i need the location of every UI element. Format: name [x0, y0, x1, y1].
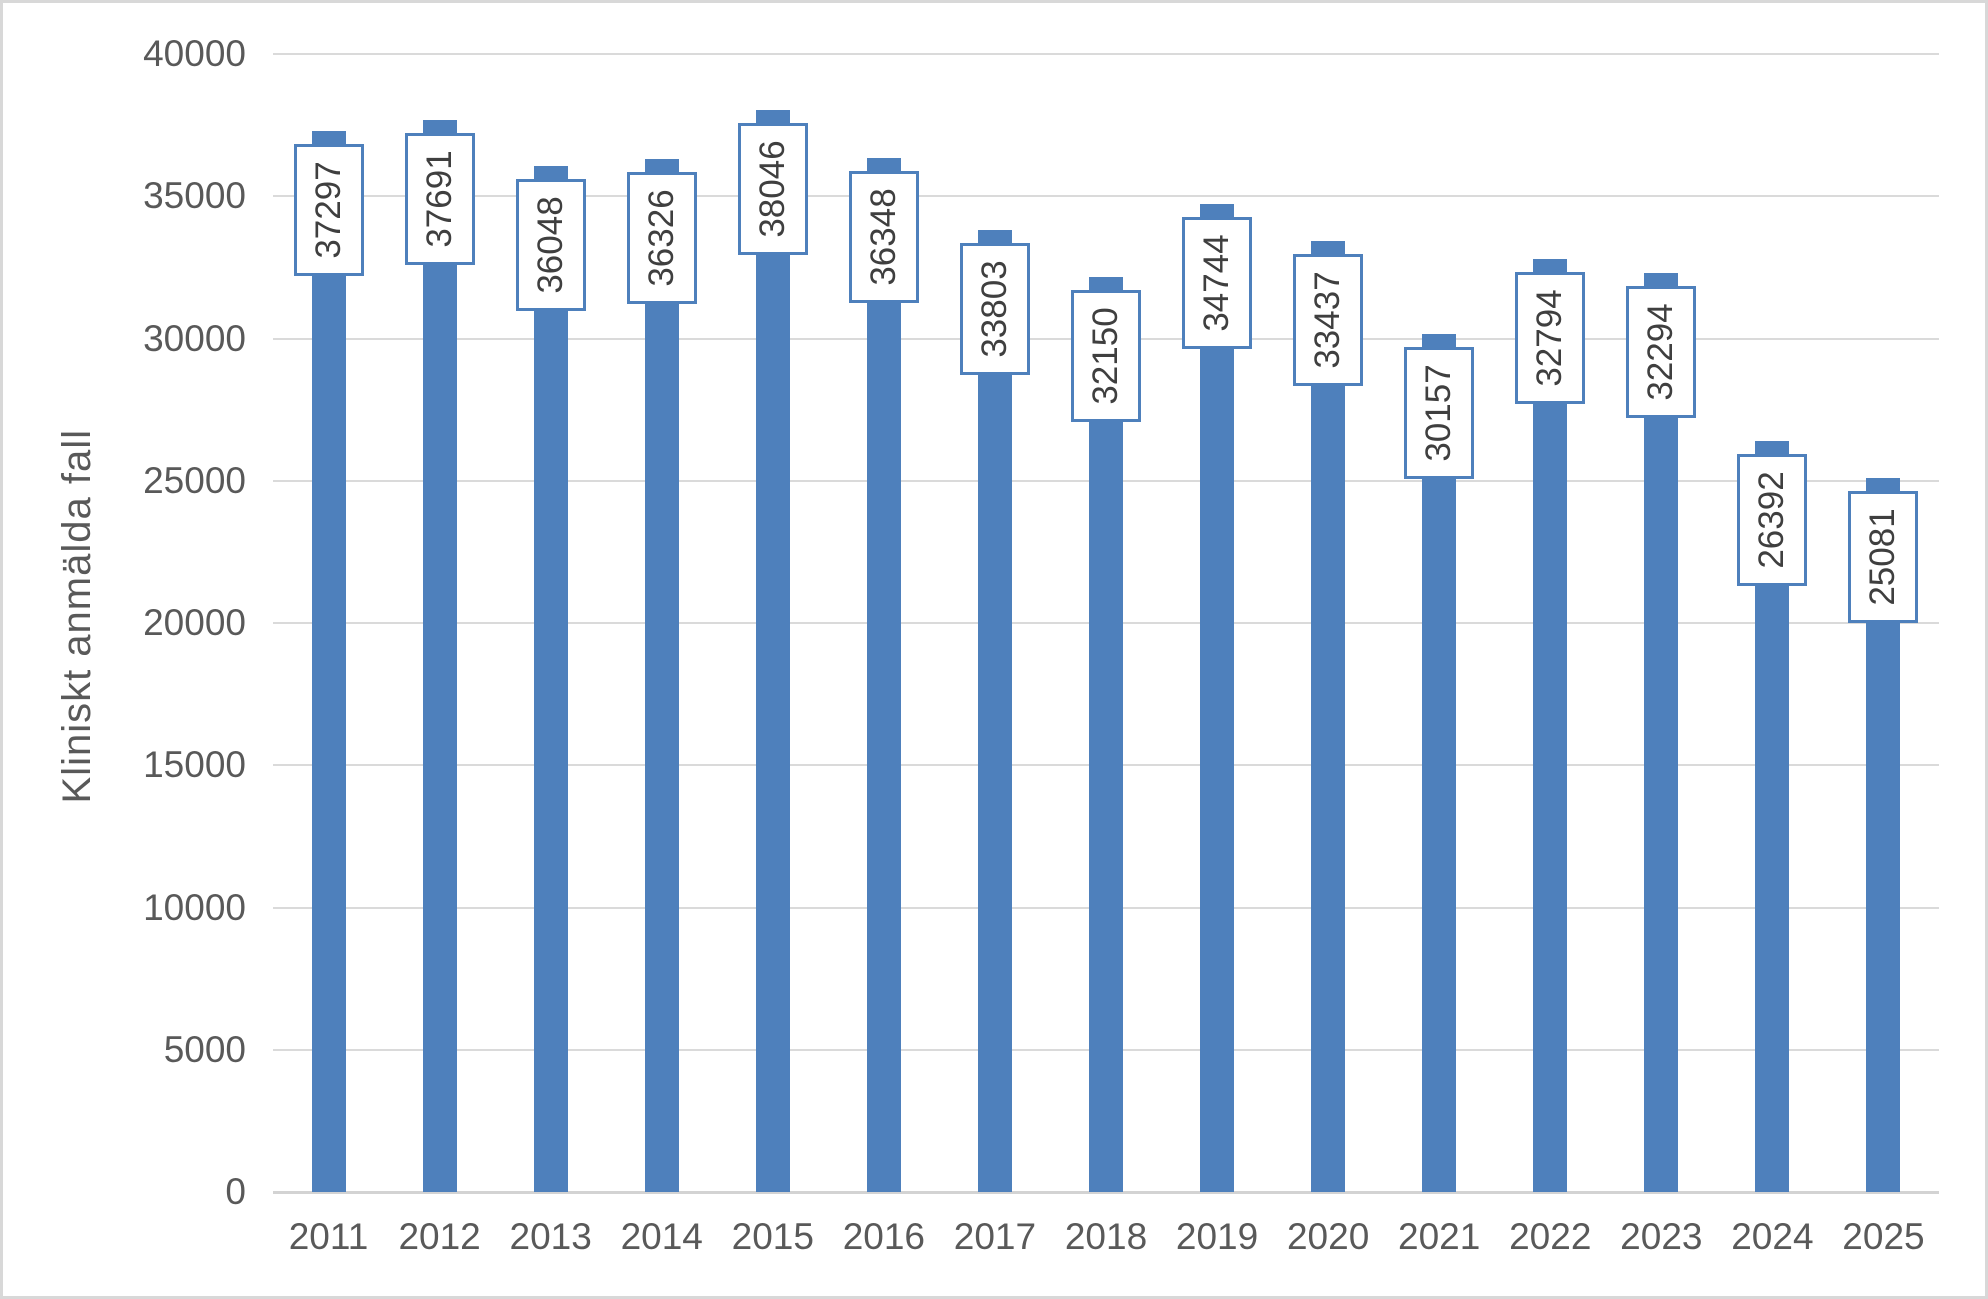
x-axis-tick-label: 2018 [1064, 1216, 1148, 1257]
bar-value-label: 26392 [1737, 454, 1808, 587]
bar-value-text: 38046 [752, 139, 792, 238]
x-axis-tick-label: 2022 [1509, 1216, 1592, 1257]
bar-value-label: 33437 [1293, 253, 1364, 386]
x-axis-tick-label: 2021 [1398, 1216, 1481, 1257]
x-axis-tick-label: 2017 [953, 1216, 1037, 1257]
bar [755, 109, 790, 1192]
bar-value-text: 32794 [1530, 289, 1570, 387]
horizontal-gridline [273, 53, 1939, 55]
bar-value-label: 36048 [515, 179, 586, 312]
bar-value-label: 34744 [1182, 216, 1253, 349]
bar-chart: Kliniskt anmälda fall 0 5000 10000 15000 200… [3, 3, 1985, 1296]
bar [1200, 203, 1235, 1192]
bar-value-text: 33437 [1308, 271, 1348, 369]
bar-value-label: 37297 [293, 143, 364, 276]
y-axis-tick-label: 35000 [143, 175, 246, 217]
bar-value-text: 37691 [419, 150, 459, 248]
x-axis-tick-label: 2013 [509, 1216, 592, 1257]
bar-value-text: 36048 [530, 196, 570, 295]
x-axis-tick-label: 2012 [398, 1216, 481, 1257]
bar-value-text: 37297 [308, 161, 348, 259]
bar-value-label: 30157 [1404, 347, 1475, 480]
bar-value-label: 32150 [1071, 290, 1141, 423]
bar [866, 157, 901, 1192]
bar-value-text: 32150 [1086, 307, 1125, 405]
x-axis-tick-label: 2025 [1842, 1216, 1925, 1257]
y-axis-tick-label: 0 [225, 1171, 246, 1212]
bar-value-label: 38046 [737, 122, 808, 255]
bar-value-text: 32294 [1641, 303, 1681, 401]
x-axis-tick-label: 2015 [731, 1216, 814, 1257]
bar-value-label: 32294 [1626, 286, 1697, 419]
bar-value-text: 36326 [641, 188, 681, 287]
bar-value-text: 33803 [974, 260, 1014, 358]
bar [422, 119, 457, 1192]
bar-value-label: 33803 [959, 243, 1030, 376]
bar-value-text: 36348 [863, 188, 903, 286]
bar [1533, 259, 1568, 1192]
bar-value-label: 36326 [626, 171, 697, 304]
horizontal-gridline [273, 195, 1939, 198]
y-axis-tick-label: 15000 [143, 744, 246, 786]
bar-value-label: 25081 [1848, 491, 1919, 624]
y-axis-tick-label: 30000 [143, 317, 246, 359]
x-axis-tick-label: 2016 [842, 1216, 926, 1257]
x-axis-tick-label: 2020 [1286, 1216, 1370, 1257]
bar [977, 230, 1012, 1192]
x-axis-line [273, 1191, 1939, 1194]
x-axis-tick-label: 2024 [1731, 1216, 1814, 1257]
y-axis-tick-label: 40000 [143, 33, 246, 74]
x-axis-tick-label: 2023 [1620, 1216, 1703, 1257]
y-axis-tick-label: 20000 [143, 602, 246, 643]
y-axis-tick-label: 25000 [143, 459, 246, 501]
bar [644, 158, 679, 1192]
y-axis-tick-label: 5000 [163, 1028, 246, 1070]
bar [1089, 277, 1123, 1192]
bar-value-text: 34744 [1197, 233, 1237, 332]
bar [1644, 273, 1679, 1192]
bar [533, 166, 568, 1192]
bar-value-label: 36348 [848, 170, 919, 303]
x-axis-tick-label: 2014 [620, 1216, 703, 1257]
bar-value-label: 37691 [404, 132, 475, 265]
x-axis-tick-label: 2019 [1175, 1216, 1259, 1257]
bar-value-text: 26392 [1752, 471, 1792, 569]
bar [311, 130, 346, 1192]
bar-value-text: 25081 [1863, 508, 1903, 607]
x-axis-tick-label: 2011 [288, 1216, 369, 1257]
bar-value-label: 32794 [1515, 272, 1586, 404]
bar-value-text: 30157 [1419, 364, 1459, 462]
y-axis-tick-label: 10000 [143, 886, 246, 928]
bar [1311, 240, 1346, 1192]
